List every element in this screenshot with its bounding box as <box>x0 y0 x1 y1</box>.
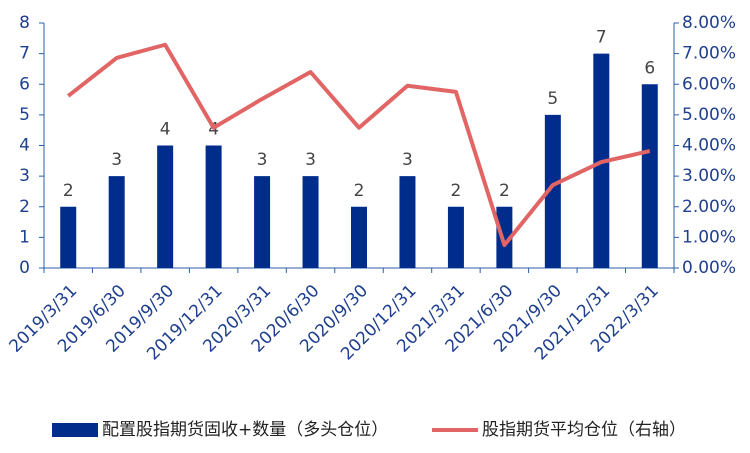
y2-tick-label: 0.00% <box>682 258 736 278</box>
bar <box>205 145 222 268</box>
data-label: 2 <box>354 181 365 201</box>
y-tick-label: 4 <box>19 136 30 156</box>
bar <box>254 176 271 268</box>
data-label: 3 <box>257 150 268 170</box>
line <box>66 42 651 248</box>
bar <box>544 114 561 268</box>
bar <box>447 206 464 268</box>
data-label: 3 <box>305 150 316 170</box>
y2-tick-label: 4.00% <box>682 136 736 156</box>
y-tick-label: 3 <box>19 166 30 186</box>
legend-label: 配置股指期货固收+数量（多头仓位） <box>102 420 388 440</box>
data-label: 2 <box>63 181 74 201</box>
legend-label: 股指期货平均仓位（右轴） <box>482 420 686 440</box>
bar <box>108 176 125 268</box>
data-label: 3 <box>111 150 122 170</box>
y-tick-label: 5 <box>19 105 30 125</box>
data-label: 2 <box>499 181 510 201</box>
y2-tick-label: 6.00% <box>682 74 736 94</box>
y-tick-label: 2 <box>19 197 30 217</box>
y-tick-label: 8 <box>19 13 30 33</box>
y2-tick-label: 7.00% <box>682 44 736 64</box>
y2-tick-label: 5.00% <box>682 105 736 125</box>
bar <box>157 145 174 268</box>
data-label: 4 <box>160 120 171 140</box>
data-label: 7 <box>596 28 607 48</box>
data-label: 5 <box>547 89 558 109</box>
bar <box>60 206 77 268</box>
bar <box>351 206 367 268</box>
data-label: 3 <box>402 150 413 170</box>
y2-tick-label: 8.00% <box>682 13 736 33</box>
legend-swatch <box>52 423 98 437</box>
y-tick-label: 1 <box>19 227 30 247</box>
bar <box>302 176 319 268</box>
y2-tick-label: 1.00% <box>682 227 736 247</box>
bar <box>641 84 658 268</box>
y2-tick-label: 3.00% <box>682 166 736 186</box>
bar <box>496 206 513 268</box>
bar <box>399 176 416 268</box>
y-tick-label: 6 <box>19 74 30 94</box>
data-label: 2 <box>451 181 462 201</box>
y2-tick-label: 2.00% <box>682 197 736 217</box>
data-label: 6 <box>644 58 655 78</box>
y-tick-label: 0 <box>19 258 30 278</box>
y-tick-label: 7 <box>19 44 30 64</box>
